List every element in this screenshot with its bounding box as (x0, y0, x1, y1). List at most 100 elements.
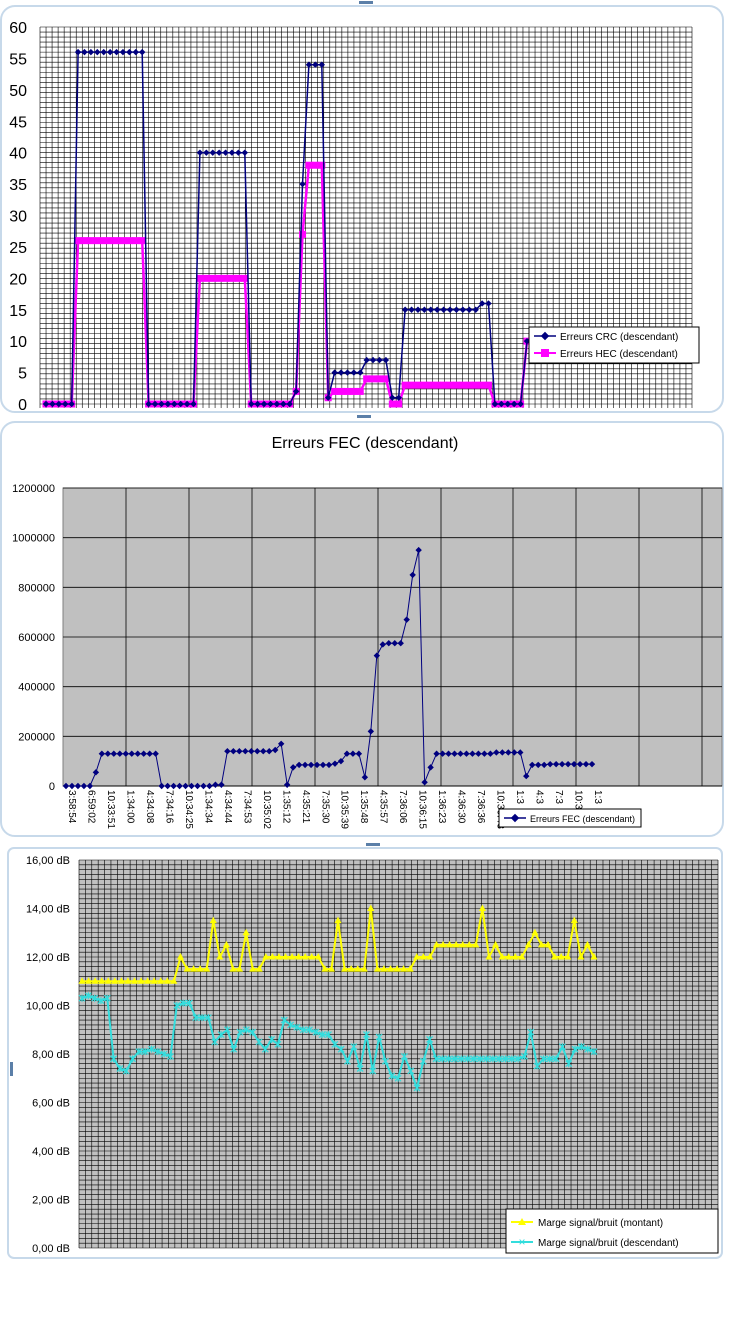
series-montant-point (98, 977, 106, 984)
series-montant-point (222, 940, 230, 948)
series-descendant-point (293, 1023, 301, 1031)
series-montant-point (367, 904, 375, 911)
series-crc-point (286, 400, 293, 408)
series-hec-point (241, 274, 249, 282)
series-montant-point (577, 953, 585, 960)
series-crc-point (427, 306, 434, 313)
series-crc-point (228, 149, 236, 156)
series-fec-point (588, 760, 596, 768)
series-descendant-point (78, 994, 86, 1002)
series-descendant-point (325, 1031, 332, 1039)
series-hec-point (420, 381, 428, 389)
series-montant-point (176, 953, 184, 960)
panel-resize-handle[interactable] (366, 843, 380, 846)
y-tick-label: 45 (9, 114, 27, 131)
series-fec-point (176, 782, 183, 790)
y-axis: 0 200000 400000 600000 800000 1000000 1200000 (12, 483, 55, 793)
series-crc-point (145, 400, 152, 408)
series-descendant-point (565, 1060, 573, 1068)
series-fec-point (570, 760, 578, 768)
series-hec-point (132, 237, 140, 245)
series-descendant-point (571, 1045, 579, 1053)
series-montant-point (157, 977, 165, 984)
y-tick-label: 25 (9, 240, 27, 257)
series-fec-point (152, 750, 159, 757)
series-descendant-point (495, 1055, 503, 1063)
series-montant-point (570, 916, 578, 924)
series-descendant-point (344, 1057, 351, 1065)
panel-resize-handle[interactable] (357, 415, 371, 418)
series-montant-point (432, 940, 440, 948)
series-fec-point (80, 782, 88, 790)
legend: Erreurs FEC (descendant) (498, 808, 642, 828)
series-fec-point (481, 750, 488, 757)
series-montant-point (439, 940, 447, 948)
x-tick-label: 4:3 (534, 790, 545, 804)
series-fec-point (499, 749, 506, 756)
legend: Marge signal/bruit (montant) × Marge sig… (505, 1208, 719, 1254)
series-hec-point (228, 274, 236, 282)
legend-marker-crc (540, 331, 550, 341)
series-montant-point (308, 953, 316, 960)
series-montant-point (590, 953, 598, 960)
series-crc-point (113, 48, 120, 56)
chart-snr-panel: 0,00 dB 2,00 dB 4,00 dB 6,00 dB 8,00 dB 10,00… (0, 840, 732, 1260)
series-hec-point (414, 381, 422, 389)
series-montant-point (446, 940, 454, 948)
series-fec-point (427, 764, 434, 771)
series-montant-point (564, 953, 572, 960)
series-crc-point (382, 356, 390, 364)
y-tick-label: 55 (9, 51, 27, 68)
y-tick-label: 400000 (18, 682, 55, 694)
series-montant-point (472, 940, 480, 948)
series-montant-point (327, 965, 335, 972)
series-fec-point (433, 750, 440, 757)
series-descendant-point (236, 1028, 244, 1036)
panel-resize-handle-left[interactable] (10, 1062, 13, 1076)
y-tick-label: 60 (9, 20, 27, 37)
series-crc-point (472, 306, 479, 313)
series-descendant-point (426, 1035, 434, 1043)
series-montant-point (111, 977, 119, 984)
x-tick-label: 4:34:44 (222, 790, 233, 824)
series-hec-point (459, 381, 467, 389)
series-crc-point (87, 48, 95, 56)
series-fec-point (206, 782, 213, 790)
series-descendant-point (476, 1055, 484, 1063)
x-tick-label: 3:58:54 (66, 790, 77, 824)
series-fec-point (128, 750, 135, 757)
series-montant-point (242, 928, 250, 936)
panel-resize-handle[interactable] (359, 1, 373, 4)
y-tick-label: 4,00 dB (32, 1146, 70, 1158)
series-montant-point (459, 940, 467, 948)
series-descendant-point (217, 1031, 225, 1039)
series-hec-point (234, 274, 242, 282)
series-montant-point (163, 977, 171, 984)
x-tick-label: 1:36:23 (436, 790, 447, 824)
series-descendant-point (204, 1014, 212, 1022)
series-montant-point (281, 953, 289, 960)
series-descendant-point (369, 1067, 377, 1075)
series-hec-point (452, 381, 460, 389)
series-descendant-point (521, 1052, 528, 1060)
series-descendant-point (129, 1055, 136, 1063)
series-crc-point (190, 400, 197, 408)
y-axis: 0,00 dB 2,00 dB 4,00 dB 6,00 dB 8,00 dB 10,00… (26, 855, 70, 1255)
series-montant-point (249, 965, 257, 972)
series-montant-point (354, 965, 362, 972)
x-tick-label: 1:3 (592, 790, 603, 804)
series-montant-point (413, 953, 421, 960)
series-hec-point (331, 387, 339, 395)
series-descendant-point (299, 1026, 307, 1034)
series-crc-point (421, 306, 428, 313)
series-montant-point (91, 977, 99, 984)
series-crc-point (222, 149, 229, 156)
series-fec-point (188, 782, 195, 790)
series-montant-point (426, 953, 434, 960)
series-fec-point (212, 781, 219, 788)
series-montant-point (400, 965, 408, 972)
series-crc-point (158, 400, 165, 408)
y-tick-label: 16,00 dB (26, 855, 70, 867)
series-hec-point (350, 387, 358, 395)
series-fec-point (349, 750, 357, 757)
